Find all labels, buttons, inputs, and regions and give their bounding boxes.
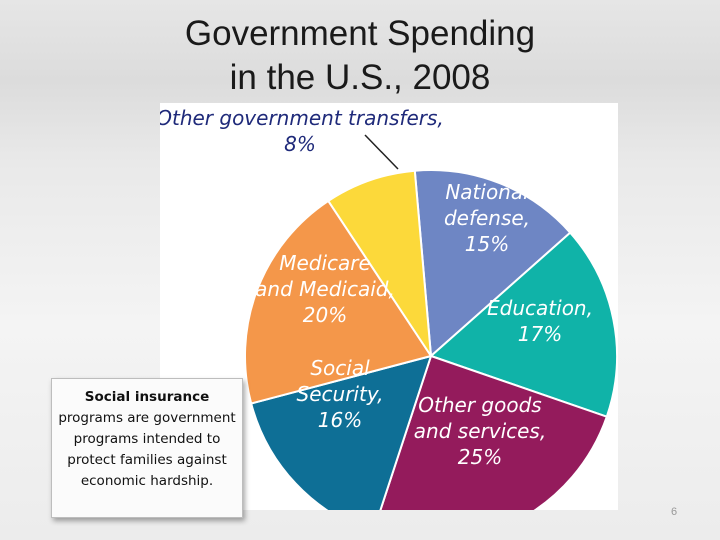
title-line-2: in the U.S., 2008: [229, 58, 491, 97]
leader-line: [364, 134, 399, 170]
pie-slice-medicare-and-medicaid: [244, 199, 433, 405]
page-number: 6: [670, 506, 678, 518]
callout-definition: programs are government programs intende…: [58, 410, 236, 489]
slice-label-other-government-transfers: Other government transfers, 8%: [160, 106, 444, 156]
slice-label-national-defense: National defense, 15%: [444, 180, 530, 256]
pie-slice-national-defense: [413, 169, 572, 359]
pie-slice-other-government-transfers: [326, 169, 432, 357]
title-line-1: Government Spending: [184, 14, 536, 53]
slice-label-social-security: Social Security, 16%: [297, 356, 384, 432]
slice-label-education: Education, 17%: [487, 296, 593, 346]
callout-term: Social insurance: [84, 389, 210, 405]
pie-chart-panel: National defense, 15% Education, 17% Other go…: [160, 103, 618, 510]
pie-slice-social-security: [249, 354, 433, 510]
pie-chart: National defense, 15% Education, 17% Other go…: [160, 106, 618, 510]
definition-callout: Social insurance programs are government…: [51, 378, 243, 518]
slice-label-other-goods-and-services: Other goods and services, 25%: [414, 393, 546, 469]
pie-slice-education: [429, 231, 618, 419]
slide-title: Government Spending in the U.S., 2008: [0, 12, 720, 100]
pie-slice-other-goods-and-services: [379, 354, 609, 510]
slice-label-medicare-and-medicaid: Medicare and Medicaid, 20%: [255, 251, 395, 327]
